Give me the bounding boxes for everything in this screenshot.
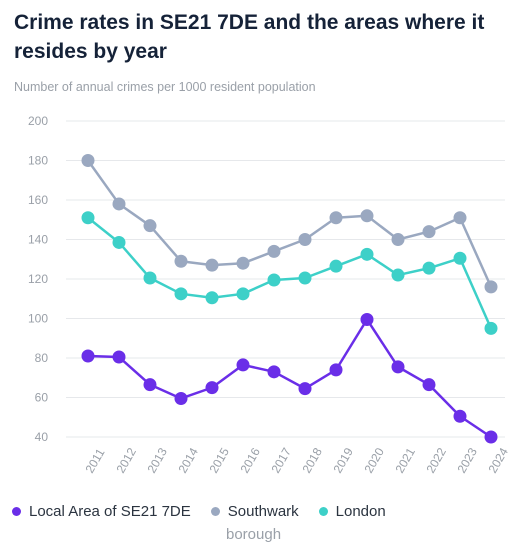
data-point [267,365,281,379]
x-tick-label: 2021 [392,445,418,475]
data-point [143,378,157,392]
data-point [422,261,436,275]
y-tick-label: 120 [28,272,48,286]
x-tick-label: 2018 [299,445,325,475]
data-point [205,291,219,305]
data-point [112,235,126,249]
data-point [360,209,374,223]
y-tick-label: 100 [28,312,48,326]
data-point [81,349,95,363]
legend-swatch [12,507,21,516]
data-point [298,382,312,396]
data-point [174,287,188,301]
x-tick-label: 2014 [175,445,201,475]
data-point [453,409,467,423]
legend-swatch [210,507,220,516]
data-point [453,211,467,225]
data-point [236,358,250,372]
data-point [391,268,405,282]
data-point [484,321,498,335]
y-tick-label: 160 [28,193,48,207]
data-point [236,287,250,301]
data-point [174,254,188,268]
data-point [298,233,312,246]
y-tick-label: 140 [28,233,48,247]
data-point [112,350,126,364]
data-point [143,271,157,285]
legend-item-london[interactable]: London [318,503,386,520]
data-point [391,233,405,246]
chart-title: Crime rates in SE21 7DE and the areas wh… [14,11,485,63]
data-point [143,219,157,233]
data-point [267,273,281,287]
legend-item-local-area[interactable]: Local Area of SE21 7DE [12,503,191,520]
data-point [174,391,188,405]
data-point [205,381,219,395]
data-point [329,363,343,377]
y-tick-label: 200 [28,114,48,128]
legend-southwark-suffix: borough [226,526,282,543]
data-point [329,211,343,225]
y-tick-label: 40 [35,430,49,444]
x-tick-label: 2015 [206,445,232,475]
y-tick-label: 180 [28,154,48,168]
data-point [360,312,374,326]
data-point [267,244,281,258]
x-tick-label: 2024 [485,445,511,475]
data-point [205,258,219,272]
line-chart: 40 60 80 100 120 140 160 180 200 2011 2012 2013 2014… [28,114,511,476]
x-tick-label: 2013 [144,445,170,475]
data-point [81,211,95,225]
data-point [360,247,374,261]
data-point [484,280,498,294]
x-tick-label: 2017 [268,445,294,475]
data-point [329,259,343,273]
data-point [422,378,436,392]
legend-label: Southwark [227,503,299,520]
legend-item-southwark[interactable]: Southwark [210,503,299,520]
data-point [298,271,312,285]
data-point [112,197,126,211]
legend-label: Local Area of SE21 7DE [29,503,191,520]
legend-swatch [318,507,328,516]
x-tick-label: 2023 [454,445,480,475]
x-tick-label: 2011 [82,446,107,476]
legend: Local Area of SE21 7DE Southwark London … [12,503,512,543]
x-tick-label: 2020 [361,445,387,475]
x-tick-label: 2012 [113,445,139,475]
chart-subtitle: Number of annual crimes per 1000 residen… [14,80,316,94]
legend-label: London [335,503,386,520]
data-point [422,225,436,239]
x-tick-label: 2022 [423,445,449,475]
data-point [81,154,95,167]
data-point [484,430,498,444]
data-point [453,251,467,265]
series-line [86,318,493,439]
y-tick-label: 80 [35,351,49,365]
data-point [391,360,405,374]
x-tick-label: 2016 [237,445,263,475]
y-tick-label: 60 [35,391,49,405]
x-tick-label: 2019 [330,445,356,475]
data-point [236,256,250,270]
